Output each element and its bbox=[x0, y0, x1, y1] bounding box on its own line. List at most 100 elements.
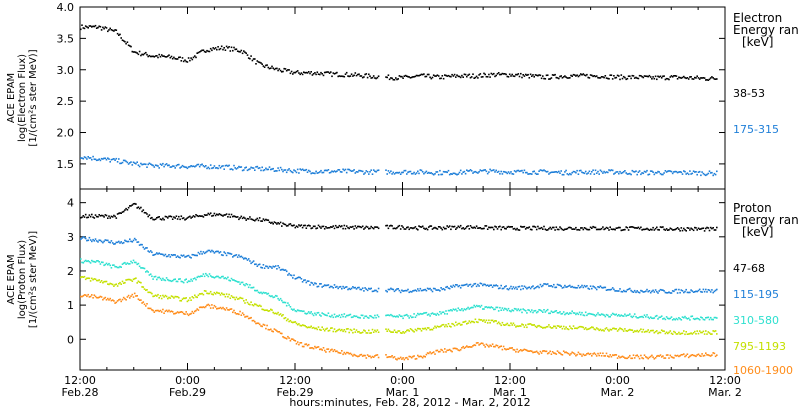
data-point bbox=[338, 286, 341, 288]
data-point bbox=[575, 226, 577, 229]
data-point bbox=[670, 292, 673, 294]
data-point bbox=[431, 328, 434, 331]
data-point bbox=[444, 74, 446, 76]
data-point bbox=[197, 251, 200, 254]
data-point bbox=[338, 314, 341, 316]
data-point bbox=[350, 316, 353, 319]
data-point bbox=[439, 169, 441, 172]
data-point bbox=[178, 311, 180, 314]
data-point bbox=[196, 214, 198, 217]
data-point bbox=[451, 225, 453, 228]
data-point bbox=[624, 290, 626, 293]
data-point bbox=[290, 321, 293, 323]
data-point bbox=[290, 171, 293, 173]
data-point bbox=[434, 313, 436, 315]
data-point bbox=[355, 227, 358, 229]
data-point bbox=[474, 76, 477, 79]
data-point bbox=[86, 216, 88, 219]
data-point bbox=[462, 76, 464, 78]
data-point bbox=[292, 309, 294, 311]
data-point bbox=[186, 300, 189, 303]
data-point bbox=[706, 354, 708, 356]
data-point bbox=[186, 313, 189, 315]
data-point bbox=[622, 75, 625, 78]
data-point bbox=[126, 262, 129, 264]
data-point bbox=[156, 164, 158, 167]
data-point bbox=[446, 285, 448, 288]
data-point bbox=[331, 170, 333, 172]
data-point bbox=[116, 285, 119, 287]
data-point bbox=[671, 172, 674, 175]
data-point bbox=[647, 329, 649, 331]
data-point bbox=[488, 306, 490, 308]
data-point bbox=[614, 314, 616, 316]
data-point bbox=[374, 355, 376, 357]
data-point bbox=[293, 71, 295, 74]
data-point bbox=[295, 322, 298, 325]
data-point bbox=[360, 170, 363, 172]
data-point bbox=[410, 227, 413, 229]
data-point bbox=[646, 356, 648, 359]
data-point bbox=[274, 222, 277, 224]
data-point bbox=[153, 56, 156, 58]
data-point bbox=[656, 330, 658, 332]
data-point bbox=[205, 305, 207, 308]
data-point bbox=[354, 286, 357, 289]
data-point bbox=[622, 289, 625, 292]
data-point bbox=[256, 265, 259, 267]
data-point bbox=[148, 54, 151, 57]
data-point bbox=[516, 169, 518, 172]
data-point bbox=[653, 173, 656, 176]
data-point bbox=[607, 227, 609, 229]
data-point bbox=[707, 331, 710, 333]
data-point bbox=[348, 352, 350, 355]
data-point bbox=[168, 309, 170, 312]
data-point bbox=[432, 327, 435, 329]
data-point bbox=[507, 225, 510, 228]
data-point bbox=[513, 170, 516, 172]
data-point bbox=[576, 169, 578, 172]
data-point bbox=[522, 226, 524, 228]
data-point bbox=[540, 285, 543, 288]
data-point bbox=[633, 330, 636, 332]
data-point bbox=[224, 277, 227, 279]
data-point bbox=[580, 325, 582, 328]
data-point bbox=[627, 288, 630, 290]
data-point bbox=[176, 218, 179, 220]
data-point bbox=[168, 254, 170, 256]
data-point bbox=[611, 78, 614, 80]
data-point bbox=[477, 172, 479, 174]
data-point bbox=[80, 217, 82, 219]
data-point bbox=[93, 260, 96, 263]
data-point bbox=[125, 160, 127, 163]
data-point bbox=[98, 296, 100, 299]
data-point bbox=[252, 58, 255, 60]
data-point bbox=[236, 281, 239, 283]
data-point bbox=[197, 275, 200, 278]
data-point bbox=[187, 216, 190, 218]
data-point bbox=[152, 295, 154, 298]
data-point bbox=[152, 309, 154, 312]
data-point bbox=[361, 355, 364, 357]
data-point bbox=[502, 226, 505, 228]
data-point bbox=[202, 216, 205, 218]
data-point bbox=[94, 158, 97, 161]
data-point bbox=[352, 225, 354, 228]
data-point bbox=[301, 310, 304, 313]
data-point bbox=[539, 169, 542, 171]
data-point bbox=[182, 312, 185, 315]
data-point bbox=[341, 75, 343, 77]
data-point bbox=[186, 255, 189, 257]
data-point bbox=[412, 76, 414, 78]
data-point bbox=[157, 293, 159, 296]
data-point bbox=[615, 171, 618, 173]
data-point bbox=[251, 59, 254, 62]
data-point bbox=[480, 319, 483, 321]
data-point bbox=[169, 56, 172, 59]
data-point bbox=[500, 284, 502, 287]
data-point bbox=[184, 297, 186, 300]
data-point bbox=[131, 204, 134, 206]
data-point bbox=[319, 171, 321, 173]
data-point bbox=[448, 225, 451, 227]
data-point bbox=[576, 312, 578, 315]
